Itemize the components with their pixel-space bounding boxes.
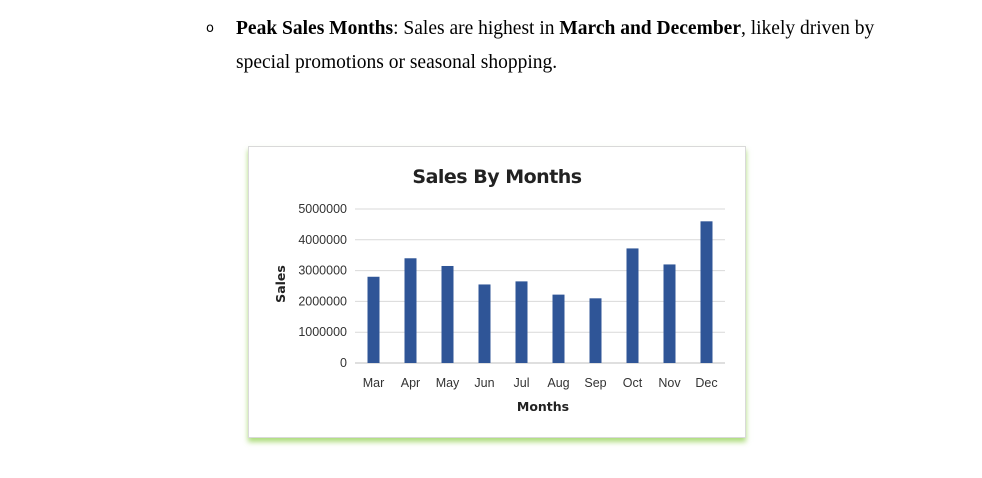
bullet-bold-mid: March and December xyxy=(559,18,741,39)
x-tick-label: Sep xyxy=(584,376,606,390)
x-tick-label: Jul xyxy=(514,376,530,390)
y-axis-title: Sales xyxy=(273,265,288,303)
x-tick-label: Dec xyxy=(695,376,717,390)
chart-svg: Sales By Months 0 1000000 2000000 3000000 40… xyxy=(273,166,725,414)
bar-apr xyxy=(404,258,417,363)
y-tick-label: 3000000 xyxy=(298,264,347,278)
y-tick-label: 1000000 xyxy=(298,325,347,339)
bar-mar xyxy=(367,276,380,363)
bar-dec xyxy=(700,221,713,363)
bar-aug xyxy=(552,294,565,363)
y-tick-label: 2000000 xyxy=(298,294,347,308)
bars xyxy=(367,221,713,363)
x-axis-title: Months xyxy=(517,399,569,414)
sales-chart: Sales By Months 0 1000000 2000000 3000000 40… xyxy=(248,146,746,438)
bar-jul xyxy=(515,281,528,363)
bullet-bold-lead: Peak Sales Months xyxy=(236,18,394,39)
y-tick-label: 4000000 xyxy=(298,233,347,247)
x-tick-label: Nov xyxy=(658,376,681,390)
x-tick-label: Apr xyxy=(401,376,420,390)
y-tick-label: 0 xyxy=(340,356,347,370)
x-tick-label: May xyxy=(436,376,460,390)
gridlines xyxy=(355,208,725,364)
x-tick-label: Aug xyxy=(547,376,569,390)
bullet-text-2: , likely driven by special promotions or… xyxy=(236,18,875,73)
x-axis-ticks: Mar Apr May Jun Jul Aug Sep Oct Nov Dec xyxy=(363,376,718,390)
bar-jun xyxy=(478,284,491,363)
x-tick-label: Oct xyxy=(623,376,643,390)
y-tick-label: 5000000 xyxy=(298,202,347,216)
bullet-text: Peak Sales Months: Sales are highest in … xyxy=(236,12,896,80)
bar-may xyxy=(441,265,454,363)
y-axis-ticks: 0 1000000 2000000 3000000 4000000 5000000 xyxy=(298,202,347,370)
bullet-text-1: : Sales are highest in xyxy=(393,18,560,39)
x-tick-label: Jun xyxy=(474,376,494,390)
bar-nov xyxy=(663,264,676,363)
bullet-marker: o xyxy=(206,21,214,36)
x-tick-label: Mar xyxy=(363,376,385,390)
chart-title: Sales By Months xyxy=(412,166,581,188)
bar-sep xyxy=(589,298,602,363)
bar-oct xyxy=(626,248,639,363)
